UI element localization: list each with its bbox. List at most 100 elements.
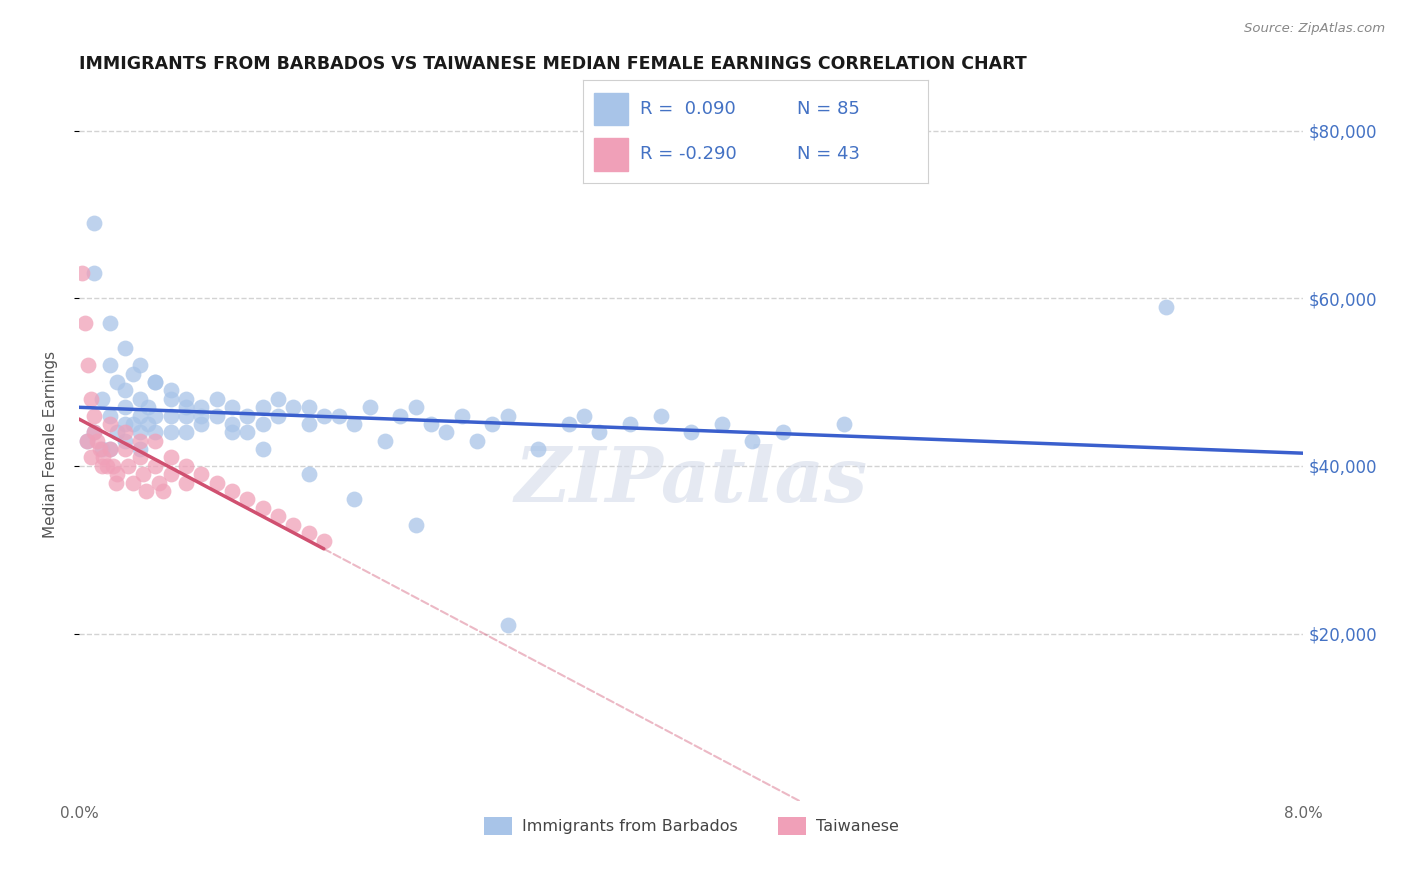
Point: [104, 475, 127, 490]
Point: [405, 400, 427, 414]
Legend: Immigrants from Barbados, Taiwanese: Immigrants from Barbados, Taiwanese: [475, 809, 907, 843]
Point: [205, 475, 228, 490]
Point: [283, 400, 305, 414]
Point: [129, 425, 152, 440]
Point: [152, 483, 174, 498]
Point: [496, 409, 519, 423]
Point: [174, 475, 197, 490]
Point: [252, 500, 274, 515]
Point: [121, 367, 143, 381]
Point: [93, 450, 115, 465]
Text: R = -0.290: R = -0.290: [640, 145, 737, 163]
Point: [267, 509, 290, 524]
Point: [190, 400, 212, 414]
Text: N = 43: N = 43: [797, 145, 860, 163]
Y-axis label: Median Female Earnings: Median Female Earnings: [44, 351, 58, 539]
Point: [420, 417, 443, 431]
Point: [80, 450, 103, 465]
Point: [588, 425, 610, 440]
Point: [650, 409, 672, 423]
Point: [98, 417, 121, 431]
Point: [89, 442, 111, 456]
Point: [145, 458, 167, 473]
Point: [741, 434, 763, 448]
Point: [129, 442, 152, 456]
Point: [98, 358, 121, 372]
Point: [129, 434, 152, 448]
Point: [772, 425, 794, 440]
Point: [236, 425, 259, 440]
Point: [129, 450, 152, 465]
Point: [145, 375, 167, 389]
Point: [135, 483, 157, 498]
Point: [90, 442, 112, 456]
Point: [98, 442, 121, 456]
Point: [98, 316, 121, 330]
Point: [129, 409, 152, 423]
Point: [312, 534, 335, 549]
Point: [121, 417, 143, 431]
Point: [434, 425, 457, 440]
Point: [297, 400, 319, 414]
Point: [145, 434, 167, 448]
Point: [221, 425, 243, 440]
Point: [83, 425, 105, 440]
Point: [114, 417, 136, 431]
Point: [190, 409, 212, 423]
Point: [80, 392, 103, 406]
Point: [221, 417, 243, 431]
Point: [136, 400, 159, 414]
Point: [619, 417, 641, 431]
Point: [527, 442, 550, 456]
Point: [129, 358, 152, 372]
Point: [297, 417, 319, 431]
Point: [374, 434, 396, 448]
Point: [83, 216, 105, 230]
Point: [105, 467, 128, 482]
Point: [121, 475, 143, 490]
Point: [98, 442, 121, 456]
Point: [252, 442, 274, 456]
Point: [114, 342, 136, 356]
Point: [132, 467, 155, 482]
Point: [190, 467, 212, 482]
Text: Source: ZipAtlas.com: Source: ZipAtlas.com: [1244, 22, 1385, 36]
Point: [312, 409, 335, 423]
Point: [114, 384, 136, 398]
Point: [328, 409, 350, 423]
Point: [1154, 300, 1177, 314]
Point: [83, 409, 105, 423]
Point: [283, 517, 305, 532]
Point: [77, 358, 100, 372]
Point: [145, 409, 167, 423]
Point: [76, 434, 98, 448]
Text: R =  0.090: R = 0.090: [640, 100, 737, 118]
Point: [174, 425, 197, 440]
Point: [343, 417, 366, 431]
Point: [159, 425, 181, 440]
Point: [481, 417, 503, 431]
Point: [496, 618, 519, 632]
Point: [558, 417, 581, 431]
Point: [572, 409, 595, 423]
Point: [159, 467, 181, 482]
Point: [105, 425, 128, 440]
Point: [236, 409, 259, 423]
Point: [159, 392, 181, 406]
Point: [114, 425, 136, 440]
Point: [129, 392, 152, 406]
Point: [83, 425, 105, 440]
Point: [96, 458, 118, 473]
Point: [114, 434, 136, 448]
Point: [465, 434, 488, 448]
Point: [83, 266, 105, 280]
Point: [297, 467, 319, 482]
Point: [236, 492, 259, 507]
Point: [343, 492, 366, 507]
Point: [117, 458, 139, 473]
Bar: [593, 137, 628, 170]
Point: [267, 392, 290, 406]
Point: [389, 409, 412, 423]
Point: [174, 392, 197, 406]
Point: [205, 392, 228, 406]
